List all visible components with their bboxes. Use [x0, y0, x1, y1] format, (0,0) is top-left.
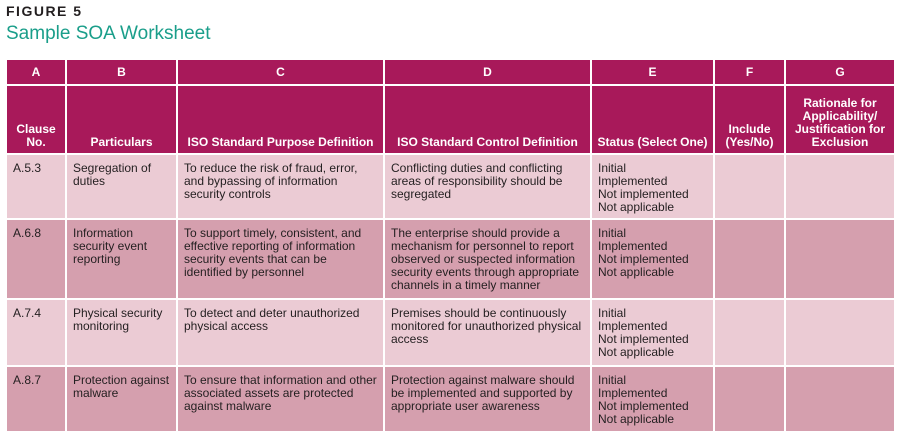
cell-particulars: Physical security monitoring: [65, 298, 178, 367]
status-option: Not applicable: [598, 265, 675, 279]
cell-include: [713, 153, 786, 220]
cell-include: [713, 218, 786, 300]
cell-rationale: [784, 218, 896, 300]
header-purpose-definition: ISO Standard Purpose Definition: [176, 84, 385, 155]
column-letter-c: C: [176, 58, 385, 86]
column-letter-row: A B C D E F G: [5, 58, 896, 86]
cell-control: The enterprise should provide a mechanis…: [383, 218, 592, 300]
column-letter-e: E: [590, 58, 715, 86]
header-control-definition: ISO Standard Control Definition: [383, 84, 592, 155]
cell-control: Premises should be continuously monitore…: [383, 298, 592, 367]
figure-title: Sample SOA Worksheet: [6, 23, 211, 44]
column-letter-d: D: [383, 58, 592, 86]
cell-control: Conflicting duties and conflicting areas…: [383, 153, 592, 220]
table-row: A.5.3 Segregation of duties To reduce th…: [5, 153, 896, 220]
cell-status: Initial Implemented Not implemented Not …: [590, 365, 715, 433]
cell-clause: A.6.8: [5, 218, 67, 300]
cell-purpose: To detect and deter unauthorized physica…: [176, 298, 385, 367]
header-rationale: Rationale for Applicability/ Justificati…: [784, 84, 896, 155]
status-option: Initial: [598, 161, 627, 175]
cell-purpose: To reduce the risk of fraud, error, and …: [176, 153, 385, 220]
status-option: Not implemented: [598, 332, 689, 346]
status-option: Implemented: [598, 174, 668, 188]
cell-control: Protection against malware should be imp…: [383, 365, 592, 433]
cell-status: Initial Implemented Not implemented Not …: [590, 153, 715, 220]
cell-status: Initial Implemented Not implemented Not …: [590, 298, 715, 367]
column-letter-a: A: [5, 58, 67, 86]
status-option: Implemented: [598, 319, 668, 333]
status-option: Implemented: [598, 386, 668, 400]
figure-label: FIGURE 5: [6, 3, 83, 19]
status-option: Not implemented: [598, 187, 689, 201]
cell-include: [713, 365, 786, 433]
cell-clause: A.7.4: [5, 298, 67, 367]
status-option: Not implemented: [598, 252, 689, 266]
status-option: Not applicable: [598, 200, 675, 214]
column-letter-g: G: [784, 58, 896, 86]
cell-particulars: Segregation of duties: [65, 153, 178, 220]
cell-purpose: To ensure that information and other ass…: [176, 365, 385, 433]
soa-worksheet-table: A B C D E F G Clause No. Particulars ISO…: [5, 58, 896, 433]
column-letter-f: F: [713, 58, 786, 86]
status-option: Initial: [598, 373, 627, 387]
header-status: Status (Select One): [590, 84, 715, 155]
status-option: Not applicable: [598, 345, 675, 359]
cell-rationale: [784, 153, 896, 220]
status-option: Initial: [598, 306, 627, 320]
status-option: Not applicable: [598, 412, 675, 426]
status-option: Initial: [598, 226, 627, 240]
header-clause-no: Clause No.: [5, 84, 67, 155]
cell-rationale: [784, 365, 896, 433]
cell-particulars: Protection against malware: [65, 365, 178, 433]
status-option: Implemented: [598, 239, 668, 253]
column-header-row: Clause No. Particulars ISO Standard Purp…: [5, 84, 896, 155]
cell-include: [713, 298, 786, 367]
header-include: Include (Yes/No): [713, 84, 786, 155]
cell-rationale: [784, 298, 896, 367]
cell-clause: A.8.7: [5, 365, 67, 433]
status-option: Not implemented: [598, 399, 689, 413]
cell-clause: A.5.3: [5, 153, 67, 220]
table-row: A.7.4 Physical security monitoring To de…: [5, 298, 896, 367]
column-letter-b: B: [65, 58, 178, 86]
header-particulars: Particulars: [65, 84, 178, 155]
table-row: A.6.8 Information security event reporti…: [5, 218, 896, 300]
cell-particulars: Information security event reporting: [65, 218, 178, 300]
table-row: A.8.7 Protection against malware To ensu…: [5, 365, 896, 433]
cell-purpose: To support timely, consistent, and effec…: [176, 218, 385, 300]
cell-status: Initial Implemented Not implemented Not …: [590, 218, 715, 300]
